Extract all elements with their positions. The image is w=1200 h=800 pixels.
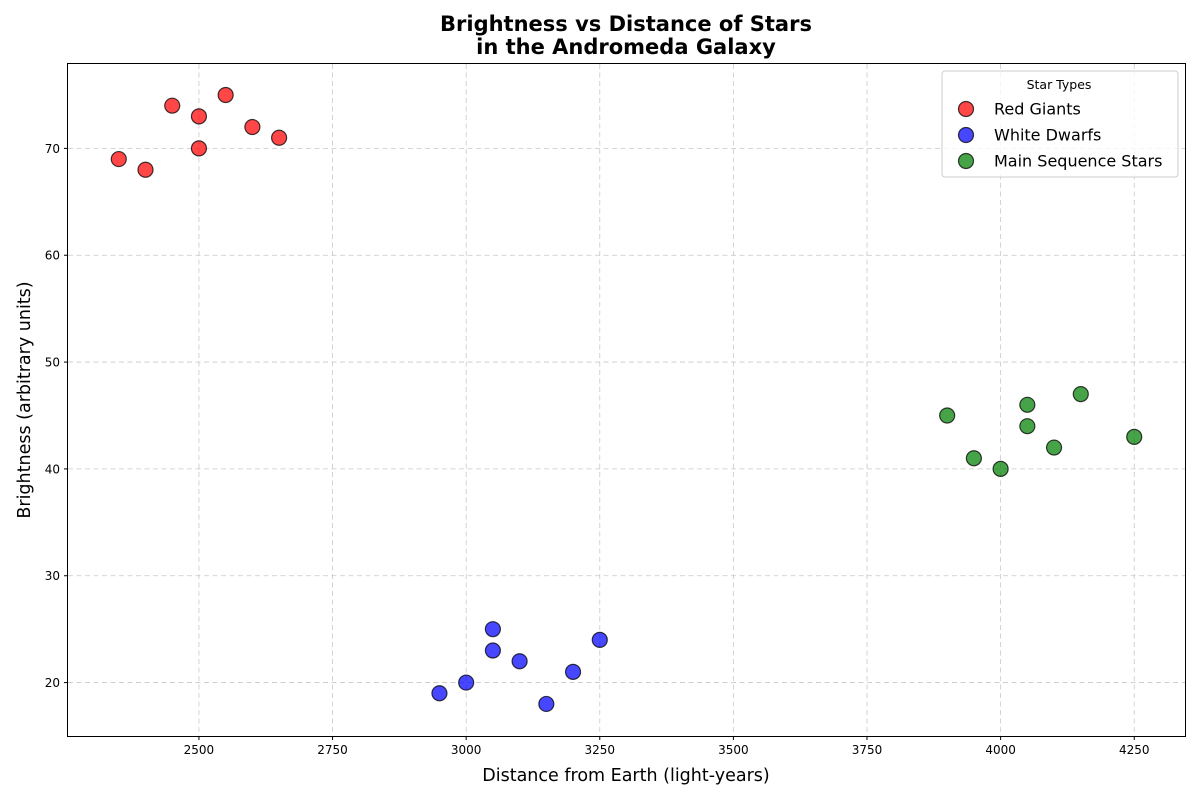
main-sequence-stars-point: [1045, 439, 1063, 456]
chart-title-line-2: in the Andromeda Galaxy: [476, 35, 776, 59]
red-giants-point: [271, 129, 288, 146]
main-sequence-stars-point: [1019, 396, 1036, 413]
legend-label-white-dwarfs: White Dwarfs: [994, 126, 1101, 145]
y-tick-label: 30: [45, 569, 60, 583]
y-tick-label: 60: [45, 249, 60, 263]
y-tick-label: 50: [45, 356, 60, 370]
legend-entries: Red Giants White Dwarfs Main Sequence Star…: [957, 100, 1162, 171]
legend-label-main-sequence-stars: Main Sequence Stars: [994, 152, 1162, 171]
x-tick-label: 3000: [451, 743, 482, 757]
red-giants-point: [137, 161, 154, 178]
data-points: [110, 86, 1143, 713]
main-sequence-stars-point: [1019, 418, 1036, 435]
main-sequence-stars-point: [1126, 428, 1143, 445]
legend: Star Types Red Giants White Dwarfs Main Se…: [941, 70, 1179, 178]
white-dwarfs-point: [484, 642, 501, 659]
x-tick-label: 3750: [852, 743, 883, 757]
legend-marker-white-dwarfs: [957, 126, 975, 144]
white-dwarfs-point: [458, 674, 475, 691]
white-dwarfs-point: [511, 653, 528, 670]
white-dwarfs-point: [564, 663, 582, 680]
legend-label-red-giants: Red Giants: [994, 100, 1081, 119]
red-giants-point: [244, 118, 261, 136]
legend-title: Star Types: [1027, 77, 1092, 92]
x-tick-label: 3250: [585, 743, 616, 757]
y-axis-label: Brightness (arbitrary units): [15, 281, 35, 518]
white-dwarfs-point: [431, 685, 448, 702]
main-sequence-stars-point: [965, 450, 982, 467]
red-giants-point: [164, 97, 181, 114]
white-dwarfs-point: [538, 695, 555, 713]
x-tick-label: 2750: [317, 743, 348, 757]
white-dwarfs-point: [484, 621, 501, 638]
x-tick-label: 2500: [184, 743, 215, 757]
legend-marker-red-giants: [957, 100, 975, 118]
chart-title-line-1: Brightness vs Distance of Stars: [440, 12, 812, 36]
x-tick-label: 4000: [985, 743, 1016, 757]
red-giants-point: [190, 140, 208, 157]
y-tick-label: 70: [45, 142, 60, 156]
legend-box: [941, 70, 1179, 178]
x-tick-label: 4250: [1119, 743, 1150, 757]
axis-ticks: 2500 2750 3000 3250 3500 3750 4000 4250 20 30 40 50…: [45, 142, 1150, 757]
red-giants-point: [217, 86, 234, 104]
legend-marker-main-sequence-stars: [957, 152, 975, 170]
y-tick-label: 40: [45, 462, 60, 476]
red-giants-point: [110, 150, 127, 168]
red-giants-point: [190, 108, 208, 125]
x-tick-label: 3500: [718, 743, 749, 757]
main-sequence-stars-point: [1072, 386, 1089, 403]
plot-frame: [67, 63, 1186, 737]
main-sequence-stars-point: [939, 407, 956, 424]
x-axis-label: Distance from Earth (light-years): [482, 766, 769, 786]
main-sequence-stars-point: [992, 460, 1009, 478]
white-dwarfs-point: [591, 631, 608, 648]
y-tick-label: 20: [45, 676, 60, 690]
